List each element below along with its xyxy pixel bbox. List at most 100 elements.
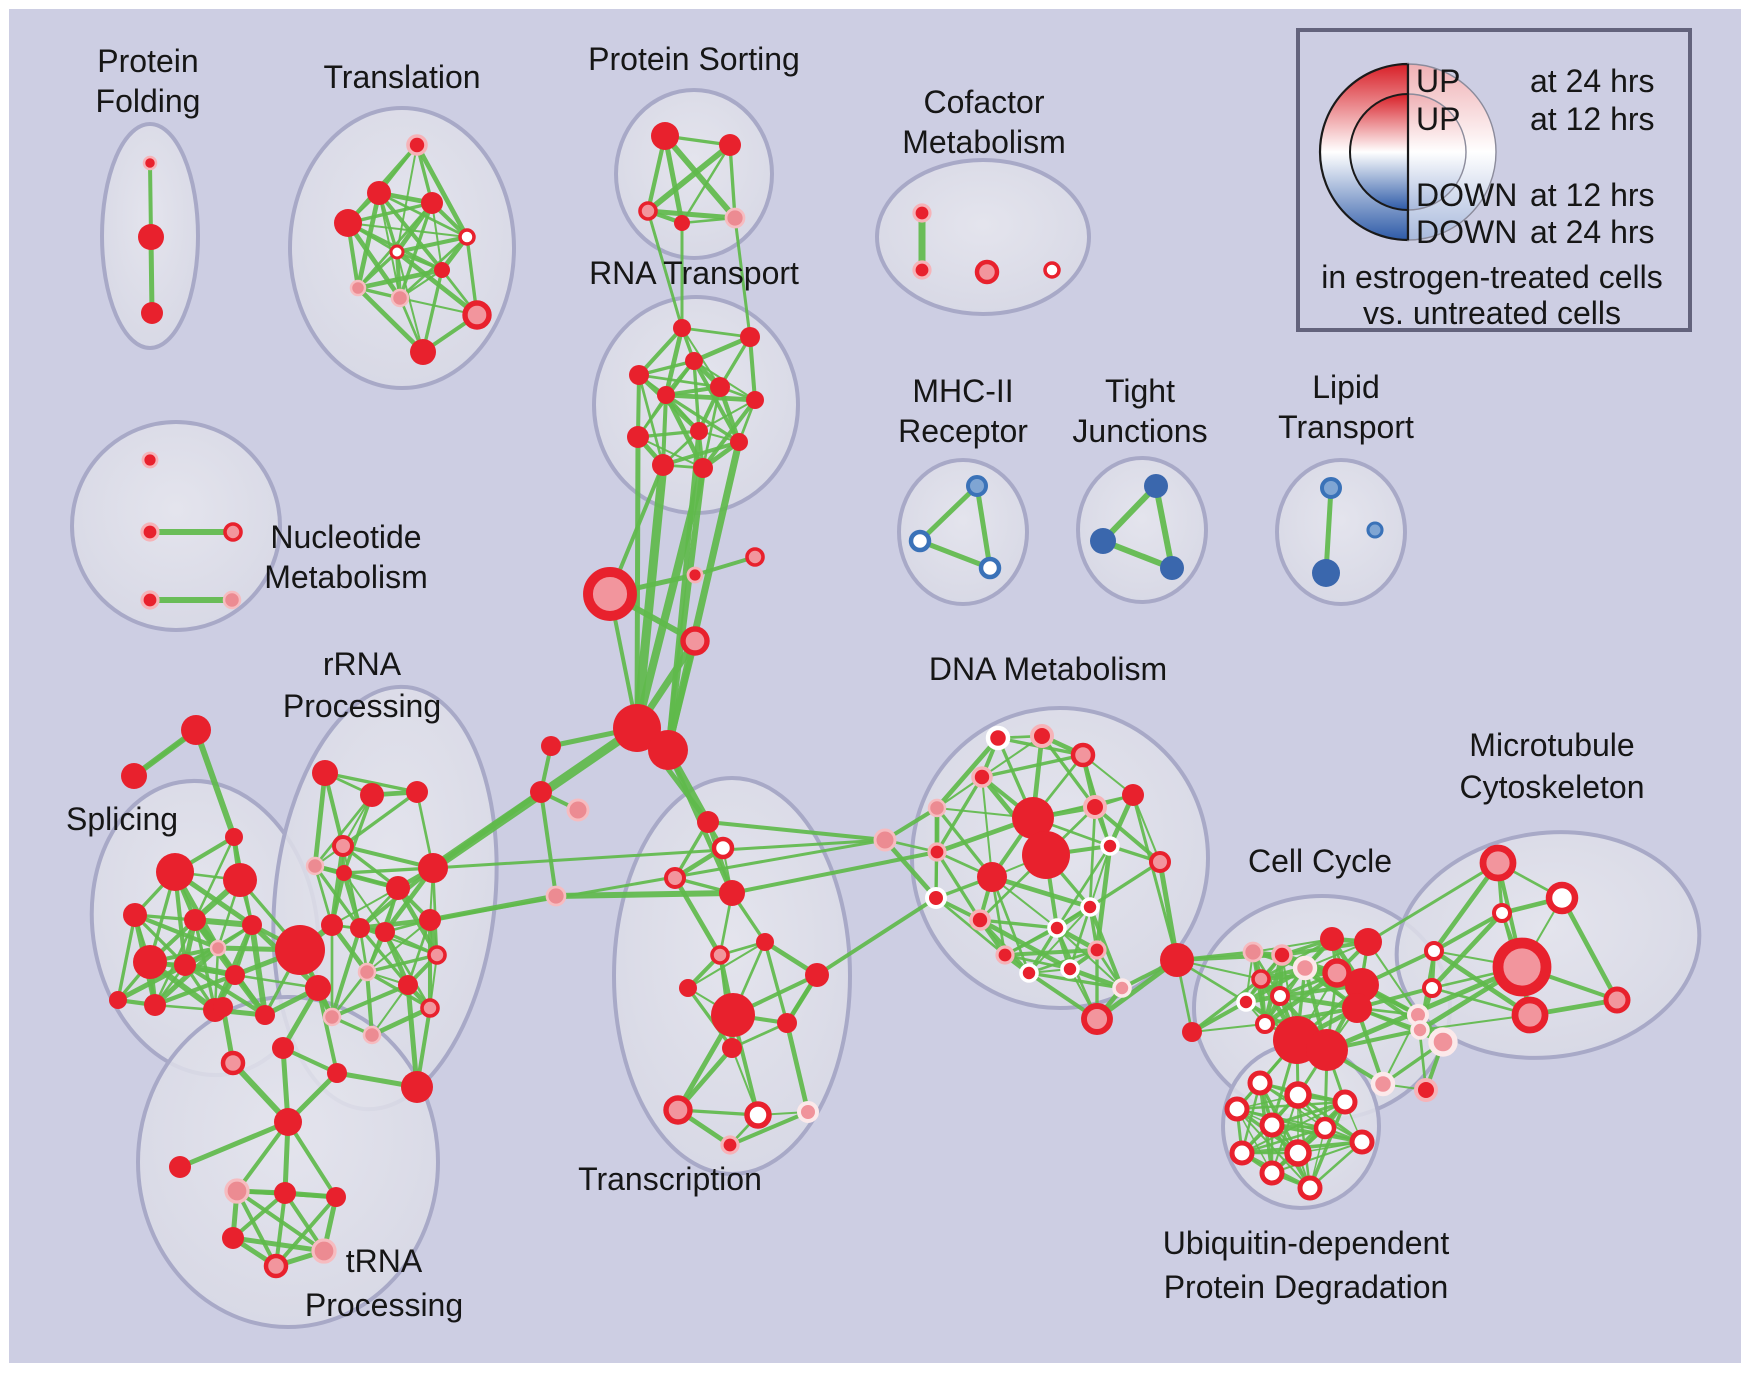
gene-node[interactable] bbox=[1342, 993, 1372, 1023]
gene-node[interactable] bbox=[541, 736, 561, 756]
gene-node[interactable] bbox=[312, 760, 338, 786]
gene-node[interactable] bbox=[1182, 1022, 1202, 1042]
gene-node[interactable] bbox=[1112, 978, 1132, 998]
gene-node[interactable] bbox=[648, 730, 688, 770]
gene-node[interactable] bbox=[1349, 1129, 1375, 1155]
gene-node[interactable] bbox=[797, 1101, 819, 1123]
gene-node[interactable] bbox=[977, 862, 1007, 892]
gene-node[interactable] bbox=[730, 433, 748, 451]
gene-node[interactable] bbox=[927, 842, 947, 862]
gene-node[interactable] bbox=[462, 300, 492, 330]
gene-node[interactable] bbox=[974, 259, 1000, 285]
gene-node[interactable] bbox=[1320, 477, 1342, 499]
gene-node[interactable] bbox=[349, 279, 367, 297]
gene-node[interactable] bbox=[995, 945, 1015, 965]
gene-node[interactable] bbox=[1247, 1070, 1273, 1096]
gene-node[interactable] bbox=[1100, 836, 1120, 856]
gene-node[interactable] bbox=[657, 386, 675, 404]
gene-node[interactable] bbox=[651, 122, 679, 150]
gene-node[interactable] bbox=[1424, 941, 1444, 961]
gene-node[interactable] bbox=[985, 725, 1011, 751]
gene-node[interactable] bbox=[719, 134, 741, 156]
gene-node[interactable] bbox=[421, 192, 443, 214]
gene-node[interactable] bbox=[255, 1005, 275, 1025]
gene-node[interactable] bbox=[663, 1095, 693, 1125]
gene-node[interactable] bbox=[873, 828, 897, 852]
gene-node[interactable] bbox=[390, 288, 410, 308]
gene-node[interactable] bbox=[357, 962, 377, 982]
gene-node[interactable] bbox=[1242, 941, 1264, 963]
gene-node[interactable] bbox=[805, 963, 829, 987]
gene-node[interactable] bbox=[1236, 992, 1256, 1012]
gene-node[interactable] bbox=[386, 876, 410, 900]
gene-node[interactable] bbox=[242, 915, 262, 935]
gene-node[interactable] bbox=[223, 863, 257, 897]
gene-node[interactable] bbox=[680, 626, 710, 656]
gene-node[interactable] bbox=[419, 909, 441, 931]
gene-node[interactable] bbox=[1428, 1027, 1458, 1057]
gene-node[interactable] bbox=[140, 522, 160, 542]
gene-node[interactable] bbox=[1271, 944, 1293, 966]
gene-node[interactable] bbox=[1122, 784, 1144, 806]
gene-node[interactable] bbox=[1080, 897, 1100, 917]
gene-node[interactable] bbox=[1047, 918, 1067, 938]
gene-node[interactable] bbox=[1410, 1020, 1430, 1040]
gene-node[interactable] bbox=[724, 207, 746, 229]
gene-node[interactable] bbox=[583, 567, 637, 621]
gene-node[interactable] bbox=[545, 885, 567, 907]
gene-node[interactable] bbox=[566, 798, 590, 822]
gene-node[interactable] bbox=[181, 715, 211, 745]
gene-node[interactable] bbox=[1306, 1029, 1348, 1071]
gene-node[interactable] bbox=[693, 458, 713, 478]
gene-node[interactable] bbox=[410, 339, 436, 365]
gene-node[interactable] bbox=[697, 811, 719, 833]
gene-node[interactable] bbox=[1043, 261, 1061, 279]
gene-node[interactable] bbox=[209, 939, 227, 957]
gene-node[interactable] bbox=[912, 203, 932, 223]
gene-node[interactable] bbox=[336, 865, 352, 881]
gene-node[interactable] bbox=[458, 228, 476, 246]
gene-node[interactable] bbox=[263, 1253, 289, 1279]
gene-node[interactable] bbox=[629, 365, 649, 385]
gene-node[interactable] bbox=[978, 556, 1002, 580]
gene-node[interactable] bbox=[222, 590, 242, 610]
gene-node[interactable] bbox=[427, 945, 447, 965]
gene-node[interactable] bbox=[406, 781, 428, 803]
gene-node[interactable] bbox=[1259, 1160, 1285, 1186]
gene-node[interactable] bbox=[638, 201, 658, 221]
gene-node[interactable] bbox=[1070, 742, 1096, 768]
gene-node[interactable] bbox=[711, 836, 735, 860]
gene-node[interactable] bbox=[530, 781, 552, 803]
gene-node[interactable] bbox=[275, 925, 325, 975]
gene-node[interactable] bbox=[674, 215, 690, 231]
gene-node[interactable] bbox=[1160, 556, 1184, 580]
gene-node[interactable] bbox=[1019, 963, 1039, 983]
gene-node[interactable] bbox=[225, 965, 245, 985]
gene-node[interactable] bbox=[322, 1007, 342, 1027]
gene-node[interactable] bbox=[1012, 797, 1054, 839]
gene-node[interactable] bbox=[123, 903, 147, 927]
gene-node[interactable] bbox=[1603, 986, 1631, 1014]
gene-node[interactable] bbox=[1354, 928, 1382, 956]
gene-node[interactable] bbox=[1284, 1081, 1312, 1109]
gene-node[interactable] bbox=[1149, 851, 1171, 873]
gene-node[interactable] bbox=[971, 766, 993, 788]
gene-node[interactable] bbox=[420, 998, 440, 1018]
gene-node[interactable] bbox=[711, 993, 755, 1037]
gene-node[interactable] bbox=[141, 302, 163, 324]
gene-node[interactable] bbox=[156, 853, 194, 891]
gene-node[interactable] bbox=[169, 1156, 191, 1178]
gene-node[interactable] bbox=[225, 828, 243, 846]
gene-node[interactable] bbox=[1292, 955, 1318, 981]
gene-node[interactable] bbox=[184, 909, 206, 931]
gene-node[interactable] bbox=[224, 1178, 250, 1204]
gene-node[interactable] bbox=[326, 1187, 346, 1207]
gene-node[interactable] bbox=[1313, 1116, 1337, 1140]
gene-node[interactable] bbox=[174, 954, 196, 976]
gene-node[interactable] bbox=[1320, 927, 1344, 951]
gene-node[interactable] bbox=[223, 522, 243, 542]
gene-node[interactable] bbox=[389, 244, 405, 260]
gene-node[interactable] bbox=[401, 1071, 433, 1103]
gene-node[interactable] bbox=[1414, 1078, 1438, 1102]
gene-node[interactable] bbox=[418, 853, 448, 883]
